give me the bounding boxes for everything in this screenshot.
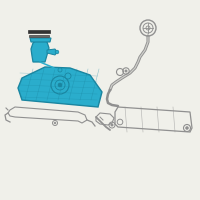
Circle shape — [58, 83, 62, 87]
Circle shape — [65, 73, 71, 79]
Polygon shape — [31, 39, 49, 62]
Circle shape — [58, 68, 62, 72]
Circle shape — [186, 127, 188, 130]
Polygon shape — [47, 49, 57, 55]
Circle shape — [111, 124, 113, 126]
Circle shape — [55, 50, 59, 54]
Circle shape — [116, 68, 124, 75]
Circle shape — [54, 122, 56, 124]
Bar — [29, 35, 49, 37]
Circle shape — [125, 70, 127, 72]
Bar — [28, 29, 50, 33]
Polygon shape — [18, 67, 102, 107]
Polygon shape — [30, 38, 51, 42]
